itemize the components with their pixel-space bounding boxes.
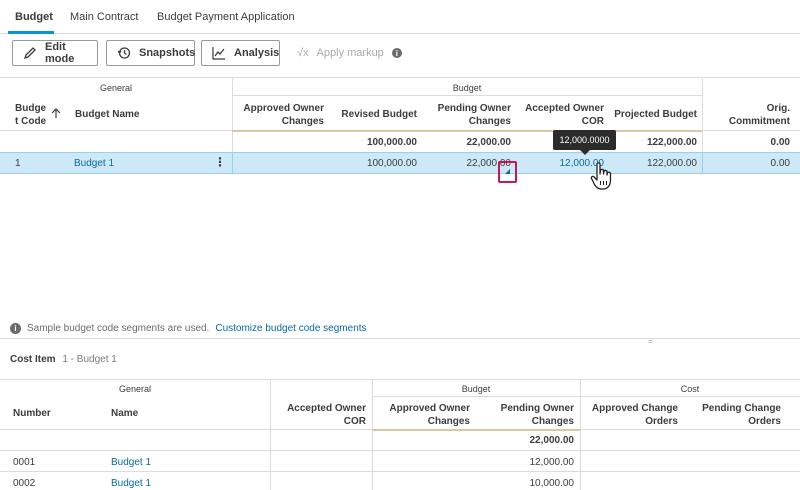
- apply-markup-label: Apply markup: [316, 47, 384, 59]
- edit-mode-label: Edit mode: [45, 41, 75, 65]
- value-tooltip: 12,000.0000: [553, 130, 616, 150]
- more-options-icon[interactable]: ⋮: [214, 155, 226, 169]
- header-revised-budget[interactable]: Revised Budget: [341, 109, 417, 120]
- pencil-icon: [23, 46, 37, 60]
- cost-budget-header-underline: [372, 429, 580, 431]
- cost-row-number: 0001: [13, 457, 36, 468]
- column-divider: [580, 379, 581, 490]
- cost-row-pending-owner-changes: 10,000.00: [529, 478, 575, 489]
- panel-splitter[interactable]: [0, 338, 800, 341]
- row-budget-code: 1: [15, 158, 21, 169]
- active-tab-indicator: [8, 31, 54, 34]
- column-divider: [270, 379, 271, 490]
- header-pending-change-orders[interactable]: Pending Change Orders: [702, 403, 781, 427]
- code-segments-notice: i Sample budget code segments are used. …: [10, 323, 367, 334]
- header-number[interactable]: Number: [13, 408, 51, 419]
- customize-segments-link[interactable]: Customize budget code segments: [215, 323, 367, 334]
- header-approved-change-orders[interactable]: Approved Change Orders: [591, 403, 678, 427]
- group-divider: [232, 95, 702, 96]
- snapshots-button[interactable]: Snapshots: [106, 40, 195, 66]
- row-divider: [0, 429, 372, 430]
- total-revised-budget: 100,000.00: [366, 137, 417, 148]
- cell-expand-marker[interactable]: [498, 161, 517, 183]
- cost-row-name-link[interactable]: Budget 1: [111, 478, 152, 489]
- row-projected-budget: 122,000.00: [646, 158, 697, 169]
- cost-row-name-link[interactable]: Budget 1: [111, 457, 152, 468]
- hand-pointer-cursor-icon: [590, 161, 614, 194]
- row-divider: [580, 429, 800, 430]
- header-name[interactable]: Name: [111, 408, 139, 419]
- total-projected-budget: 122,000.00: [646, 137, 697, 148]
- column-divider: [702, 152, 703, 174]
- analysis-label: Analysis: [234, 47, 280, 59]
- history-icon: [117, 46, 131, 60]
- row-divider: [702, 130, 800, 131]
- header-accepted-owner-cor[interactable]: Accepted Owner COR: [525, 103, 604, 127]
- cost-group-header-general: General: [118, 384, 152, 394]
- header-orig-commitment[interactable]: Orig. Commitment: [728, 103, 790, 127]
- total-pending-owner-changes: 22,000.00: [466, 137, 512, 148]
- tab-budget[interactable]: Budget: [15, 11, 53, 23]
- row-budget-name-link[interactable]: Budget 1: [74, 158, 115, 169]
- tab-bar: Budget Main Contract Budget Payment Appl…: [0, 0, 800, 34]
- tab-budget-payment-application[interactable]: Budget Payment Application: [157, 11, 295, 23]
- notice-text: Sample budget code segments are used.: [27, 323, 210, 334]
- row-divider: [0, 450, 800, 451]
- header-accepted-owner-cor[interactable]: Accepted Owner COR: [287, 403, 366, 427]
- header-budget-name[interactable]: Budget Name: [75, 109, 140, 120]
- snapshots-label: Snapshots: [139, 47, 196, 59]
- header-approved-owner-changes[interactable]: Approved Owner Changes: [243, 103, 324, 127]
- info-icon: i: [10, 323, 21, 334]
- info-icon[interactable]: i: [391, 48, 402, 58]
- cost-total-pending-owner-changes: 22,000.00: [529, 435, 575, 446]
- header-projected-budget[interactable]: Projected Budget: [614, 109, 697, 120]
- group-header-general: General: [99, 83, 133, 93]
- sort-arrow-up-icon[interactable]: [51, 108, 61, 122]
- analysis-button[interactable]: Analysis: [201, 40, 280, 66]
- cost-group-header-cost: Cost: [680, 384, 700, 394]
- toolbar: Edit mode Snapshots Analysis √x Apply ma…: [0, 40, 800, 68]
- formula-icon: √x: [297, 47, 309, 59]
- header-pending-owner-changes[interactable]: Pending Owner Changes: [500, 403, 574, 427]
- column-divider: [372, 379, 373, 490]
- cost-item-title: Cost Item 1 - Budget 1: [10, 354, 117, 365]
- header-pending-owner-changes[interactable]: Pending Owner Changes: [437, 103, 511, 127]
- line-chart-icon: [212, 46, 226, 60]
- group-header-budget: Budget: [452, 83, 482, 93]
- cost-row-number: 0002: [13, 478, 36, 489]
- total-orig-commitment: 0.00: [770, 137, 790, 148]
- row-accepted-owner-cor-link[interactable]: 12,000.00: [559, 158, 605, 169]
- cost-group-header-budget: Budget: [461, 384, 491, 394]
- apply-markup-button[interactable]: √x Apply markup i: [287, 40, 412, 66]
- column-divider: [232, 152, 233, 174]
- row-pending-owner-changes: 22,000.00: [466, 158, 512, 169]
- row-divider: [0, 130, 232, 131]
- corner-triangle-icon: [505, 169, 510, 174]
- tab-main-contract[interactable]: Main Contract: [70, 11, 139, 23]
- column-divider: [232, 77, 233, 174]
- budget-header-underline: [232, 130, 702, 132]
- row-revised-budget: 100,000.00: [366, 158, 417, 169]
- cost-row-pending-owner-changes: 12,000.00: [529, 457, 575, 468]
- table-top-border: [0, 77, 800, 78]
- tooltip-arrow: [580, 150, 590, 155]
- edit-mode-button[interactable]: Edit mode: [12, 40, 98, 66]
- header-approved-owner-changes[interactable]: Approved Owner Changes: [389, 403, 470, 427]
- row-orig-commitment: 0.00: [770, 158, 790, 169]
- header-budget-code[interactable]: Budge t Code: [15, 103, 47, 127]
- cost-item-heading: Cost Item: [10, 354, 56, 365]
- row-divider: [0, 471, 800, 472]
- cost-item-subtitle: 1 - Budget 1: [62, 354, 117, 365]
- group-divider: [372, 396, 800, 397]
- splitter-grip-icon[interactable]: =: [648, 337, 653, 346]
- cost-table-top-border: [0, 379, 800, 380]
- column-divider: [702, 77, 703, 174]
